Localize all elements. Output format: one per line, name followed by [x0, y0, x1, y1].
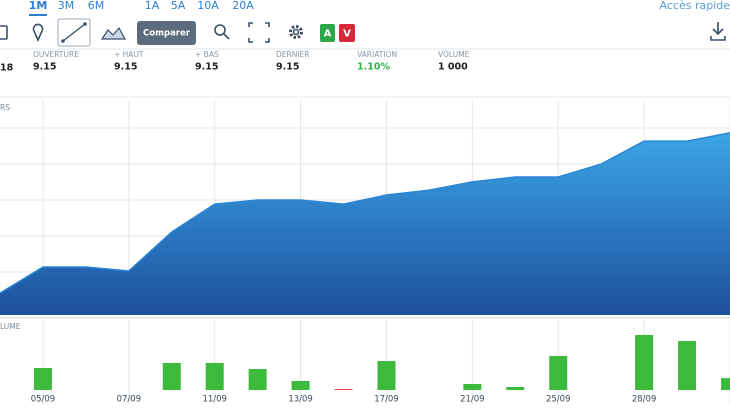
x-tick-label: 21/09 — [460, 395, 485, 405]
period-button[interactable]: 6M — [88, 0, 105, 12]
stat-value: 1.10% — [357, 62, 390, 73]
volume-bar — [549, 355, 568, 390]
cut-value: 18 — [0, 63, 14, 74]
stat-label: OUVERTURE — [33, 50, 79, 59]
stat-label: VOLUME — [438, 50, 470, 59]
volume-bar — [205, 362, 224, 390]
volume-bar — [463, 383, 482, 390]
stat-value: 9.15 — [114, 62, 137, 73]
period-button[interactable]: 1M — [29, 0, 48, 12]
period-button[interactable]: 1A — [145, 0, 160, 12]
line-tool[interactable] — [57, 18, 91, 47]
stat-value: 9.15 — [195, 62, 218, 73]
stat-label: + BAS — [195, 50, 219, 59]
period-button[interactable]: 20A — [232, 0, 254, 12]
buy-button[interactable] — [320, 24, 335, 42]
stat-label: DERNIER — [276, 50, 310, 59]
stat-value: 1 000 — [438, 62, 468, 73]
volume-bar — [721, 378, 730, 390]
search-icon[interactable] — [214, 24, 230, 40]
x-tick-label: 07/09 — [117, 395, 142, 405]
download-icon[interactable] — [710, 22, 726, 41]
calendar-icon[interactable] — [0, 25, 8, 40]
stats-row: OUVERTURE 9.15 + HAUT 9.15 + BAS 9.15 DERNIER 9… — [33, 50, 470, 73]
x-tick-label: 05/09 — [31, 395, 56, 405]
x-tick-label: 25/09 — [546, 395, 571, 405]
fullscreen-icon[interactable] — [248, 22, 270, 43]
volume-bar — [33, 368, 52, 390]
stat-label: + HAUT — [114, 50, 144, 59]
x-tick-label: 11/09 — [202, 395, 227, 405]
volume-chart: 05/09 07/09 11/09 13/09 17/09 21/09 25/09 28/09 — [31, 320, 730, 405]
price-label: RS — [0, 103, 10, 112]
stat-value: 9.15 — [33, 62, 56, 73]
volume-bar — [334, 389, 353, 390]
volume-bar — [162, 362, 181, 390]
sell-label[interactable]: V — [343, 29, 351, 40]
price-chart — [0, 100, 730, 315]
volume-bar — [635, 334, 654, 390]
buy-label[interactable]: A — [324, 29, 332, 40]
period-button[interactable]: 5A — [171, 0, 186, 12]
x-tick-label: 13/09 — [288, 395, 313, 405]
pin-icon[interactable] — [32, 23, 44, 42]
volume-bar — [506, 386, 525, 390]
period-button[interactable]: 10A — [197, 0, 219, 12]
period-button[interactable]: 3M — [58, 0, 75, 12]
price-line — [0, 132, 730, 294]
mountain-icon[interactable] — [100, 26, 127, 40]
volume-bar — [678, 341, 697, 390]
stat-label: VARIATION — [357, 50, 397, 59]
volume-bar — [248, 369, 267, 390]
x-tick-label: 28/09 — [632, 395, 657, 405]
price-area — [0, 132, 730, 315]
period-bar: 1M 3M 6M 1A 5A 10A 20A — [29, 0, 254, 16]
sell-button[interactable] — [339, 24, 355, 42]
compare-label[interactable]: Comparer — [143, 29, 191, 39]
settings-icon[interactable] — [289, 25, 303, 39]
volume-bar — [291, 380, 310, 390]
x-tick-label: 17/09 — [374, 395, 399, 405]
stat-value: 9.15 — [276, 62, 299, 73]
compare-button[interactable] — [137, 21, 196, 45]
volume-bar — [377, 361, 396, 390]
quick-access[interactable]: Accès rapide — [660, 0, 730, 12]
volume-label: LUME — [0, 322, 21, 331]
